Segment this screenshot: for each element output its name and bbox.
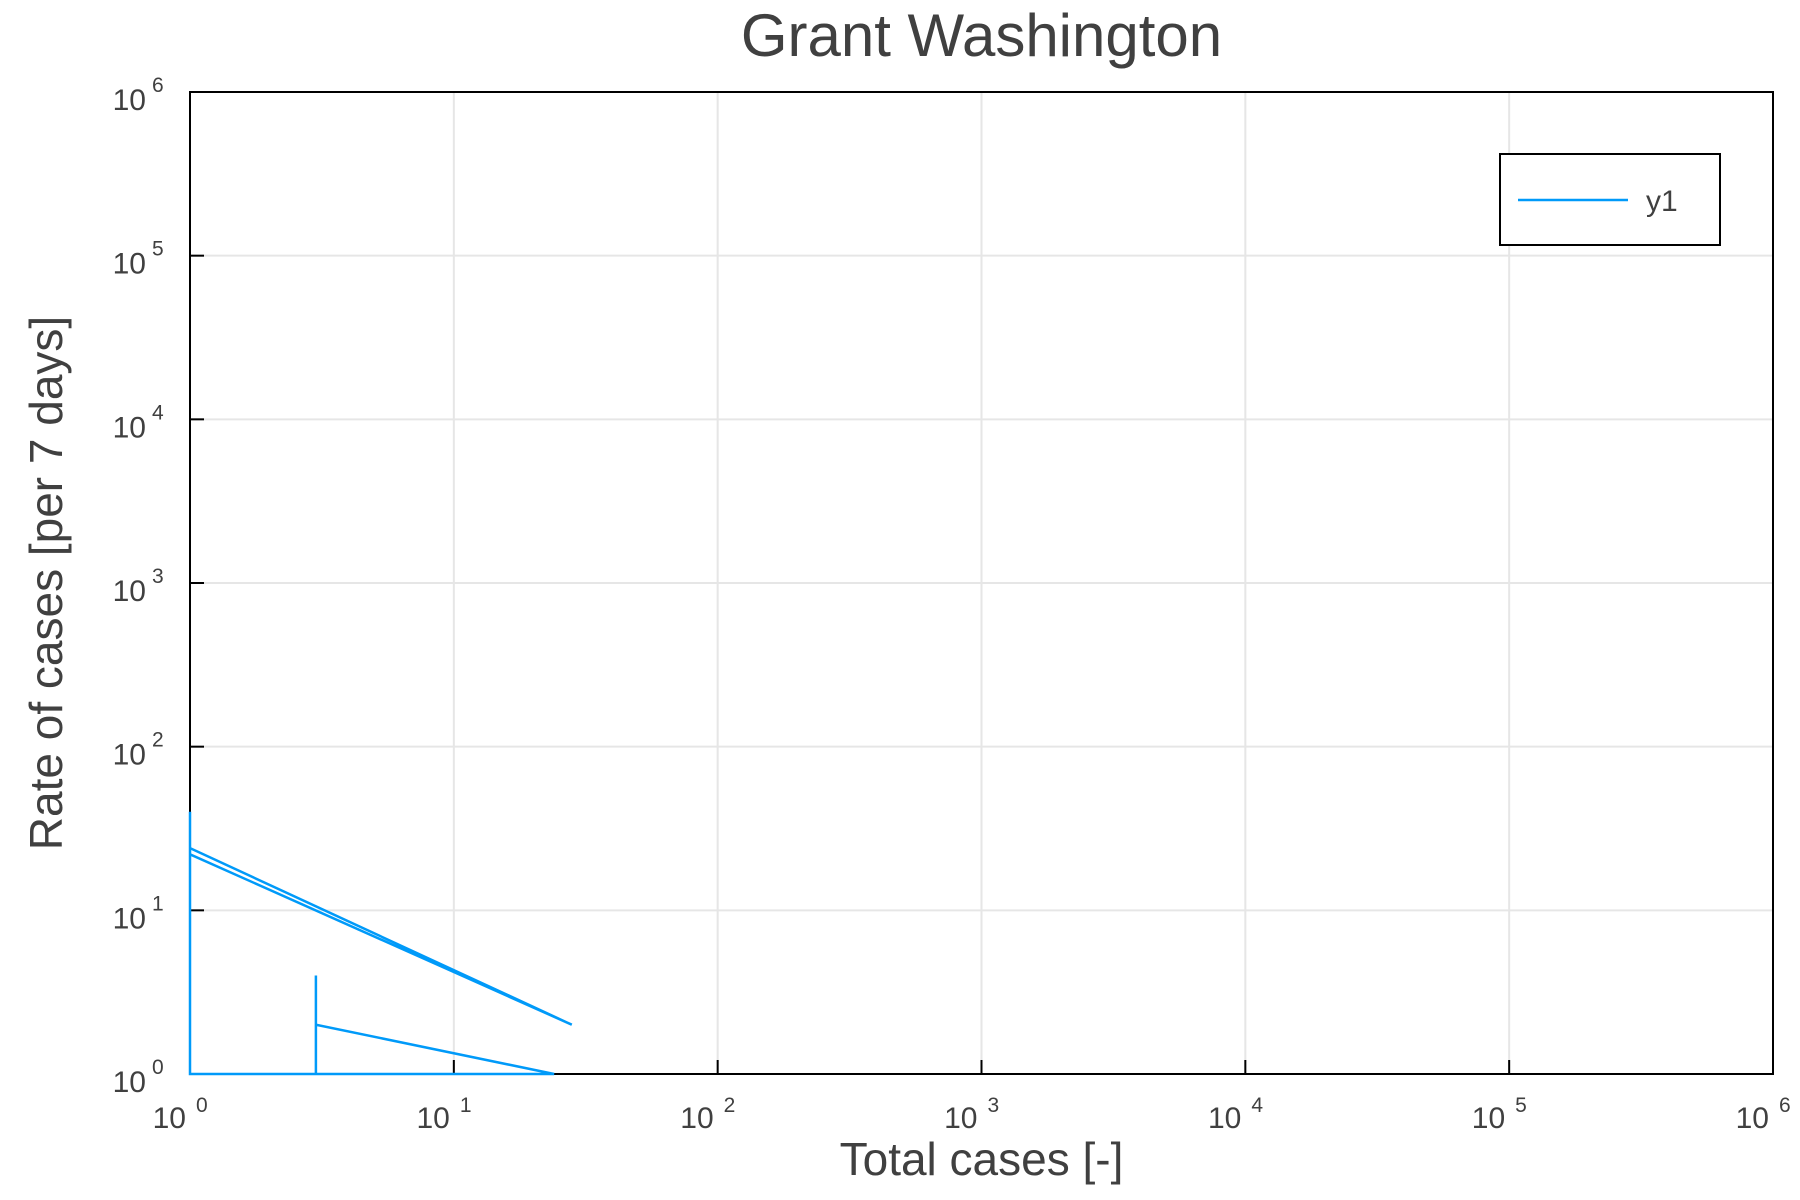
legend-label-y1: y1 bbox=[1646, 185, 1678, 218]
chart-title: Grant Washington bbox=[741, 2, 1222, 69]
x-tick-label: 10 bbox=[153, 1102, 186, 1135]
x-tick-label: 10 bbox=[1472, 1102, 1505, 1135]
y-tick-label-exponent: 1 bbox=[152, 892, 164, 915]
x-tick-label-exponent: 1 bbox=[460, 1094, 472, 1117]
x-tick-label: 10 bbox=[680, 1102, 713, 1135]
y-tick-label: 10 bbox=[113, 248, 146, 281]
y-tick-label-exponent: 2 bbox=[152, 729, 164, 752]
y-tick-label-exponent: 3 bbox=[152, 565, 164, 588]
y-tick-label-exponent: 4 bbox=[152, 401, 164, 424]
y-tick-label: 10 bbox=[113, 84, 146, 117]
x-tick-label-exponent: 3 bbox=[988, 1094, 1000, 1117]
x-tick-label-exponent: 5 bbox=[1515, 1094, 1527, 1117]
y-tick-label: 10 bbox=[113, 411, 146, 444]
y-tick-label: 10 bbox=[113, 1066, 146, 1099]
x-tick-label: 10 bbox=[416, 1102, 449, 1135]
x-tick-label: 10 bbox=[1736, 1102, 1769, 1135]
y-tick-label-exponent: 0 bbox=[152, 1056, 164, 1079]
x-tick-label: 10 bbox=[1208, 1102, 1241, 1135]
x-tick-label-exponent: 4 bbox=[1251, 1094, 1263, 1117]
legend: y1 bbox=[1499, 153, 1721, 246]
y-axis-label: Rate of cases [per 7 days] bbox=[20, 316, 72, 850]
x-tick-label-exponent: 6 bbox=[1779, 1094, 1791, 1117]
x-tick-label-exponent: 0 bbox=[196, 1094, 208, 1117]
y-tick-label: 10 bbox=[113, 575, 146, 608]
y-tick-label-exponent: 6 bbox=[152, 74, 164, 97]
y-tick-label: 10 bbox=[113, 902, 146, 935]
y-tick-label-exponent: 5 bbox=[152, 238, 164, 261]
series-line-y1 bbox=[188, 811, 573, 1076]
x-axis-label: Total cases [-] bbox=[840, 1133, 1124, 1185]
x-tick-label: 10 bbox=[944, 1102, 977, 1135]
y-tick-label: 10 bbox=[113, 739, 146, 772]
x-tick-label-exponent: 2 bbox=[724, 1094, 736, 1117]
series-layer bbox=[188, 811, 573, 1076]
